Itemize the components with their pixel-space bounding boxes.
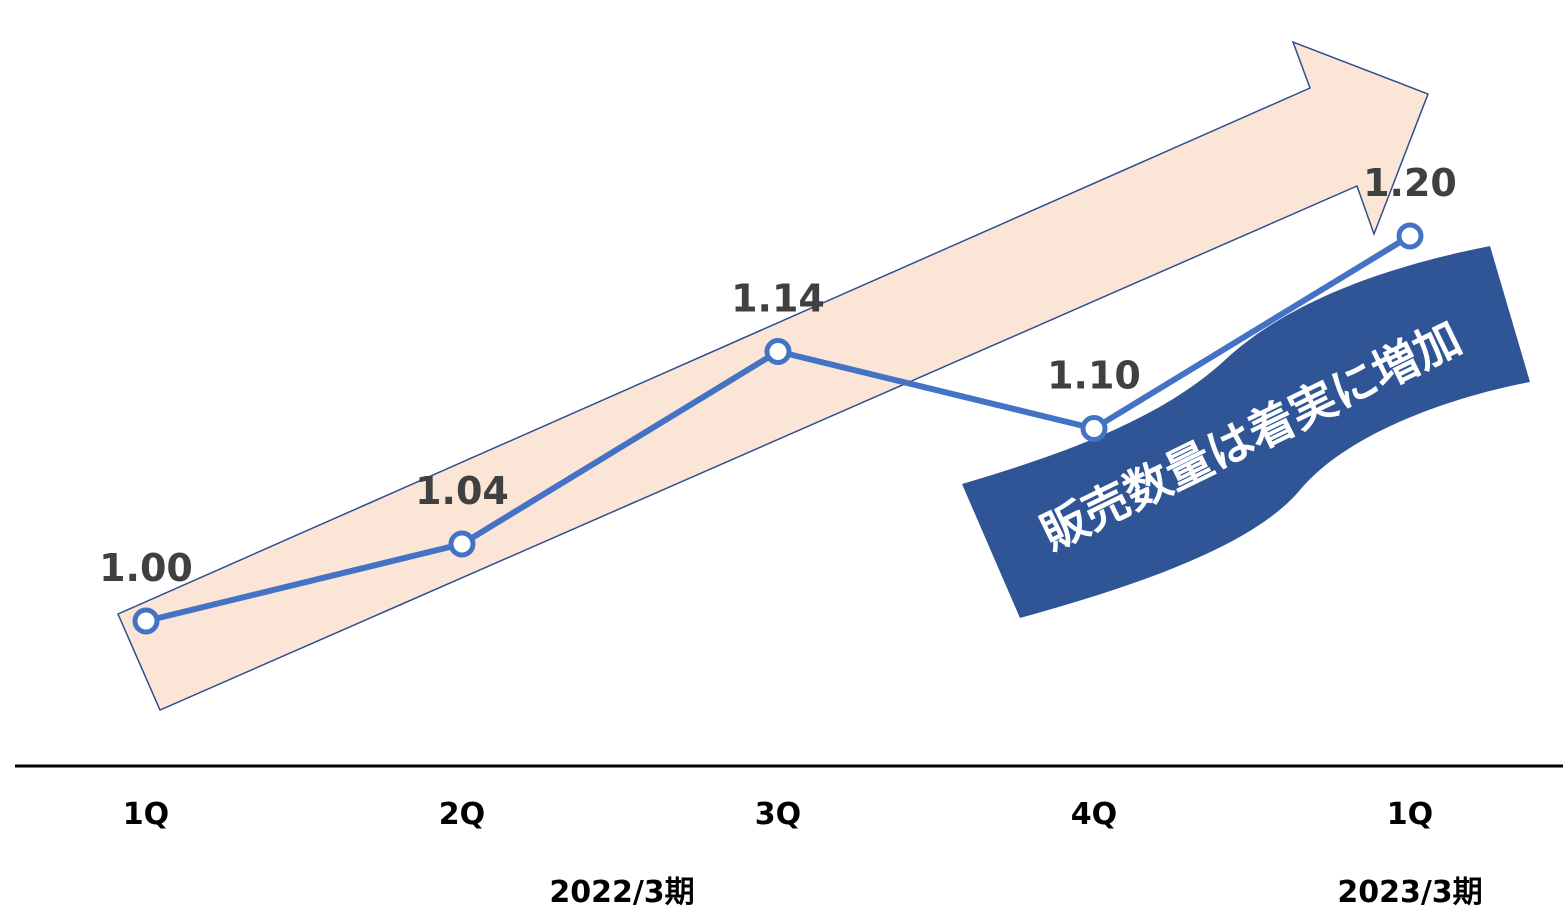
period-group-labels: 2022/3期 2023/3期	[549, 875, 1482, 910]
x-tick-label-5: 1Q	[1387, 797, 1433, 832]
data-point-2	[451, 533, 473, 555]
data-point-3	[767, 341, 789, 363]
period-label-2023: 2023/3期	[1337, 875, 1482, 910]
data-point-4	[1083, 418, 1105, 440]
x-tick-label-4: 4Q	[1071, 797, 1117, 832]
period-label-2022: 2022/3期	[549, 875, 694, 910]
x-tick-label-1: 1Q	[123, 797, 169, 832]
data-label-1: 1.00	[99, 546, 193, 590]
data-point-1	[135, 610, 157, 632]
data-label-5: 1.20	[1363, 161, 1457, 205]
data-label-2: 1.04	[415, 469, 509, 513]
x-tick-label-3: 3Q	[755, 797, 801, 832]
data-label-4: 1.10	[1047, 354, 1141, 398]
data-point-5	[1399, 225, 1421, 247]
x-tick-labels: 1Q 2Q 3Q 4Q 1Q	[123, 797, 1433, 832]
data-label-3: 1.14	[731, 277, 825, 321]
x-tick-label-2: 2Q	[439, 797, 485, 832]
